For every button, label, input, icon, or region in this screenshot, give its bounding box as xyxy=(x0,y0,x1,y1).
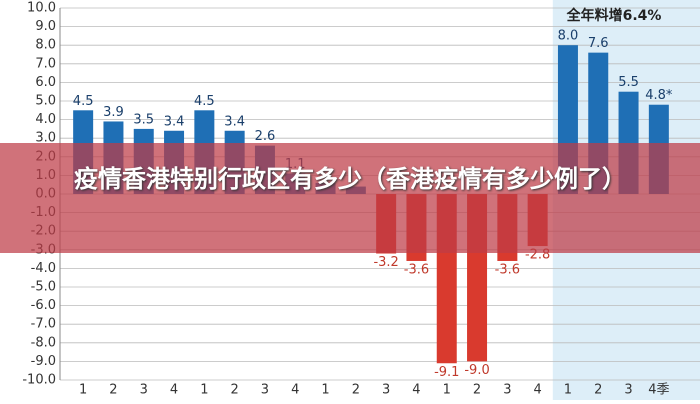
y-tick-label: 9.0 xyxy=(35,19,56,34)
value-label: 2.6 xyxy=(255,129,276,144)
x-tick-label: 3 xyxy=(624,383,632,398)
x-tick-label: 3 xyxy=(261,383,269,398)
y-tick-label: -6.0 xyxy=(31,298,56,313)
y-tick-label: 7.0 xyxy=(35,56,56,71)
value-label: -3.6 xyxy=(495,262,520,277)
x-tick-label: 4 xyxy=(291,383,299,398)
y-tick-label: 5.0 xyxy=(35,94,56,109)
x-tick-label: 2 xyxy=(109,383,117,398)
y-tick-label: 6.0 xyxy=(35,75,56,90)
x-tick-label: 4 xyxy=(534,383,542,398)
x-tick-label: 4季 xyxy=(648,383,669,398)
value-label: 4.5 xyxy=(73,94,94,109)
y-tick-label: 3.0 xyxy=(35,131,56,146)
y-tick-label: -8.0 xyxy=(31,335,56,350)
x-tick-label: 2 xyxy=(473,383,481,398)
x-tick-label: 3 xyxy=(382,383,390,398)
x-tick-label: 3 xyxy=(140,383,148,398)
value-label: 3.9 xyxy=(103,105,124,120)
value-label: 4.5 xyxy=(194,94,215,109)
value-label: 4.8* xyxy=(645,88,673,103)
y-tick-label: -9.0 xyxy=(31,354,56,369)
x-tick-label: 1 xyxy=(564,383,572,398)
x-tick-label: 2 xyxy=(352,383,360,398)
value-label: 7.6 xyxy=(588,36,609,51)
y-tick-label: -4.0 xyxy=(31,261,56,276)
y-tick-label: -5.0 xyxy=(31,280,56,295)
value-label: 8.0 xyxy=(558,29,579,44)
value-label: 3.4 xyxy=(224,114,245,129)
overlay-title: 疫情香港特别行政区有多少（香港疫情有多少例了） xyxy=(74,165,626,193)
value-label: -9.1 xyxy=(434,365,459,380)
x-tick-label: 1 xyxy=(443,383,451,398)
x-tick-label: 3 xyxy=(503,383,511,398)
value-label: 3.4 xyxy=(164,114,185,129)
value-label: -3.2 xyxy=(373,255,398,270)
x-tick-label: 1 xyxy=(321,383,329,398)
y-tick-label: 4.0 xyxy=(35,112,56,127)
y-tick-label: -7.0 xyxy=(31,317,56,332)
y-tick-label: 10.0 xyxy=(27,1,56,16)
value-label: 5.5 xyxy=(618,75,639,90)
x-tick-label: 2 xyxy=(594,383,602,398)
y-tick-label: -10.0 xyxy=(22,373,56,388)
annotation: 全年料增6.4% xyxy=(566,7,662,24)
x-tick-label: 1 xyxy=(79,383,87,398)
y-tick-label: 8.0 xyxy=(35,38,56,53)
value-label: -3.6 xyxy=(404,262,429,277)
x-tick-label: 4 xyxy=(412,383,420,398)
x-tick-label: 2 xyxy=(231,383,239,398)
value-label: -9.0 xyxy=(464,363,489,378)
x-tick-label: 4 xyxy=(170,383,178,398)
x-tick-label: 1 xyxy=(200,383,208,398)
overlay-band xyxy=(0,143,700,253)
value-label: 3.5 xyxy=(133,112,154,127)
